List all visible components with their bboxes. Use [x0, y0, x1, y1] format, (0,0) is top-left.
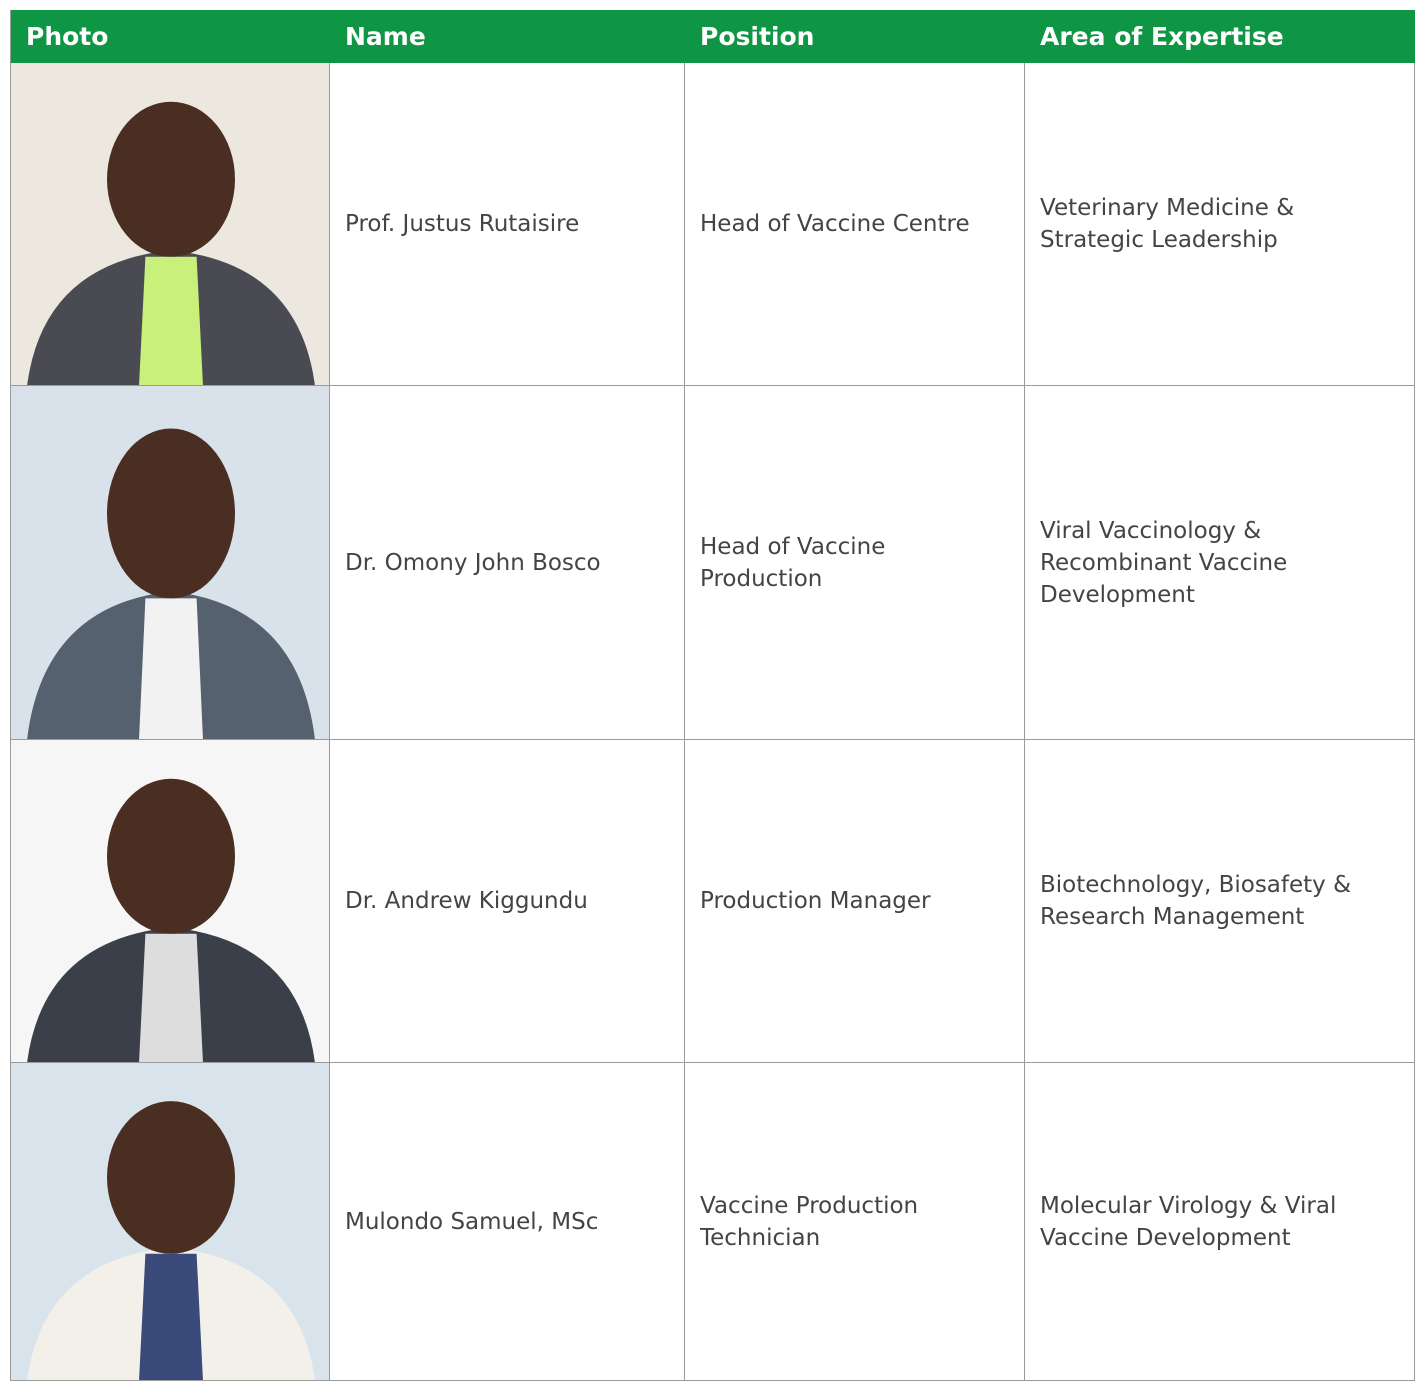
position: Vaccine Production Technician	[685, 1063, 1025, 1381]
photo	[10, 63, 330, 386]
staff-table: Photo Name Position Area of Expertise Prof.…	[10, 10, 1415, 1381]
photo	[10, 386, 330, 740]
photo-image	[11, 1063, 329, 1380]
header-cell: Name	[330, 10, 685, 63]
name: Dr. Omony John Bosco	[330, 386, 685, 740]
name: Dr. Andrew Kiggundu	[330, 740, 685, 1063]
photo-image	[11, 386, 329, 739]
expertise: Molecular Virology & Viral Vaccine Devel…	[1025, 1063, 1415, 1381]
header-cell: Position	[685, 10, 1025, 63]
expertise: Viral Vaccinology & Recombinant Vaccine …	[1025, 386, 1415, 740]
name: Prof. Justus Rutaisire	[330, 63, 685, 386]
position: Production Manager	[685, 740, 1025, 1063]
expertise: Biotechnology, Biosafety & Research Mana…	[1025, 740, 1415, 1063]
expertise: Veterinary Medicine & Strategic Leadersh…	[1025, 63, 1415, 386]
position: Head of Vaccine Production	[685, 386, 1025, 740]
photo-image	[11, 740, 329, 1062]
header-cell: Photo	[10, 10, 330, 63]
header-cell: Area of Expertise	[1025, 10, 1415, 63]
photo	[10, 1063, 330, 1381]
position: Head of Vaccine Centre	[685, 63, 1025, 386]
photo-image	[11, 63, 329, 385]
name: Mulondo Samuel, MSc	[330, 1063, 685, 1381]
photo	[10, 740, 330, 1063]
